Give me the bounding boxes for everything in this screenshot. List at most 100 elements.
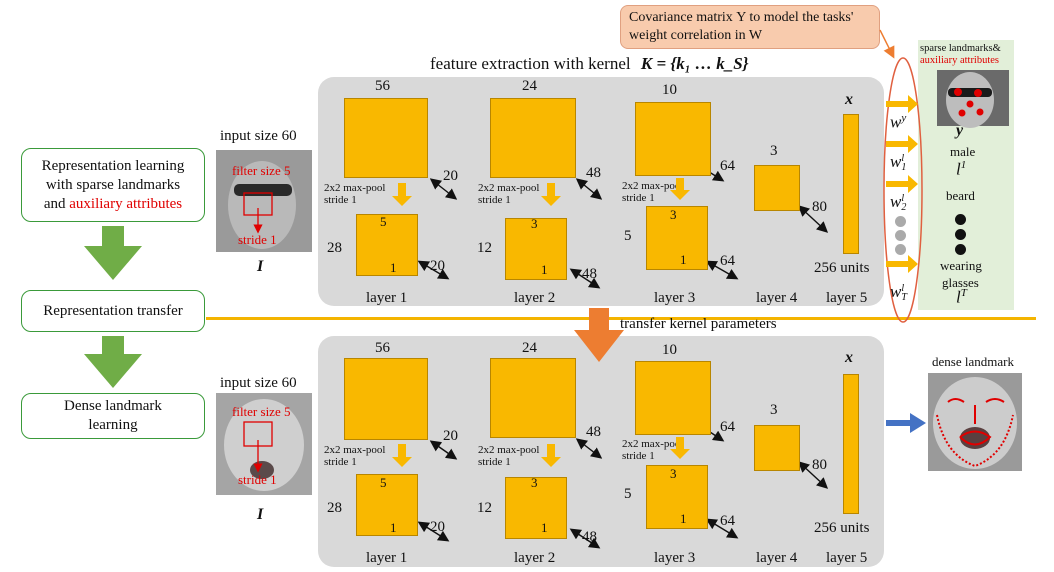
l1-pooled-depth-top: 20 [430,258,445,274]
weight-w1-sup: l [901,153,905,165]
input-size-top: input size 60 [220,128,297,144]
l2-pooled-size-bottom: 12 [477,500,492,516]
l1-depth-bottom: 20 [443,428,458,444]
weight-w2-base: w [890,192,902,211]
weight-wy-sup: y [901,112,907,124]
l1-kernel-top: 5 [380,214,387,229]
attr-l1-base: l [956,159,961,179]
dense-landmark-label: dense landmark [932,354,1014,369]
input-symbol-top: I [257,258,263,276]
step2-label: Representation transfer [43,302,183,319]
l3-kernel-bottom: 3 [670,466,677,481]
weight-dot-2 [895,230,906,241]
l5-symbol-top-text: x [845,91,853,108]
l2-pool1: 2x2 max-pool [478,182,540,194]
l1-pooled-size-top: 28 [327,240,342,256]
l2-pool-label-top: 2x2 max-pool stride 1 [478,182,539,206]
weight-w2: wl 2 [890,192,907,214]
step-dense-landmark: Dense landmark learning [21,393,205,439]
step3-line2: learning [88,417,138,433]
stride-bottom: stride 1 [238,472,277,487]
attr-glasses: glasses [942,275,979,290]
l1-feature-map-bottom [344,358,428,440]
stride-top: stride 1 [238,232,277,247]
l1-pooled-map-bottom [356,474,418,536]
l1-name-top: layer 1 [366,290,408,306]
step1-line1: Representation learning [41,157,185,174]
input-face-top [216,150,312,252]
l5-units-bottom: 256 units [814,520,870,536]
weight-dot-3 [895,244,906,255]
attr-y-text: y [956,122,964,139]
dense-landmark-face [928,373,1022,471]
l2-name-top: layer 2 [514,290,556,306]
l5-name-bottom: layer 5 [826,550,868,566]
attr-l1-sup: 1 [960,159,967,171]
attr-l1: l1 [956,159,966,180]
l1b-pool1: 2x2 max-pool [324,444,386,456]
l3-top-size: 10 [662,82,677,98]
step-representation-learning: Representation learning with sparse land… [21,148,205,222]
attr-dot-1 [955,214,966,225]
step1-line3b: auxiliary attributes [69,195,183,212]
attr-lT-base: l [956,287,961,307]
l1-pool1: 2x2 max-pool [324,182,386,194]
l1-pooled-depth-bottom: 20 [430,519,445,535]
attr-lT: lT [956,287,967,308]
step3-line1: Dense landmark [64,398,162,414]
l2-pooled-depth-bottom: 48 [582,529,597,545]
l4-feature-map-top [754,165,800,211]
l3-pooled-depth-top: 64 [720,253,735,269]
l3-top-size-b: 10 [662,342,677,358]
input-symbol-bottom-text: I [257,506,264,523]
input-size-bottom: input size 60 [220,375,297,391]
attr-y: y [956,122,963,140]
l3b-pool1: 2x2 max-pool [622,438,684,450]
weight-wT: wl T [890,282,907,304]
divider-line [206,317,1036,320]
attr-beard: beard [946,188,975,203]
attr-dot-2 [955,229,966,240]
l3-feature-map-bottom [635,361,711,435]
l3-kernel-top: 3 [670,207,677,222]
weight-wT-sup: l [901,283,905,295]
step1-line3a: and [43,195,66,212]
weight-arrows [886,95,918,273]
l2-pooled-size-top: 12 [477,240,492,256]
l3-pool1: 2x2 max-pool [622,180,684,192]
weight-w1: wl 1 [890,152,906,173]
l1-pool-label-bottom: 2x2 max-pool stride 1 [324,444,385,468]
l3-pooled-map-top [646,206,708,270]
transfer-label: transfer kernel parameters [620,316,777,332]
depth-arrows-bottom [417,422,829,549]
l3-name-bottom: layer 3 [654,550,696,566]
l3-pool-label-bottom: 2x2 max-pool stride 1 [622,438,683,462]
l1-pool2: stride 1 [324,194,357,206]
l1-top-size-b: 56 [375,340,390,356]
input-symbol-bottom: I [257,506,263,524]
weight-w2-sub: 2 [901,202,907,214]
l2b-pool1: 2x2 max-pool [478,444,540,456]
l3-pooled-depth-bottom: 64 [720,513,735,529]
l2-depth-top: 48 [586,165,601,181]
green-arrow-2 [84,336,142,388]
l2-pool-label-bottom: 2x2 max-pool stride 1 [478,444,539,468]
diagram-title: feature extraction with kernel K = {k₁ …… [430,54,749,74]
l1-name-bottom: layer 1 [366,550,408,566]
l3-name-top: layer 3 [654,290,696,306]
note-pointer [879,29,895,59]
l4-depth-bottom: 80 [812,457,827,473]
l3-depth-bottom: 64 [720,419,735,435]
l3b-pool2: stride 1 [622,450,655,462]
attr-header-1: sparse landmarks& [920,43,1001,54]
l1b-pool2: stride 1 [324,456,357,468]
attr-dot-3 [955,244,966,255]
attr-lT-sup: T [960,287,967,299]
l2-depth-bottom: 48 [586,424,601,440]
weight-wT-base: w [890,282,902,301]
l3-pool2: stride 1 [622,192,655,204]
l2-kstride-bottom: 1 [541,520,548,535]
l4-top-size: 3 [770,143,778,159]
weight-wT-sub: T [901,292,907,304]
